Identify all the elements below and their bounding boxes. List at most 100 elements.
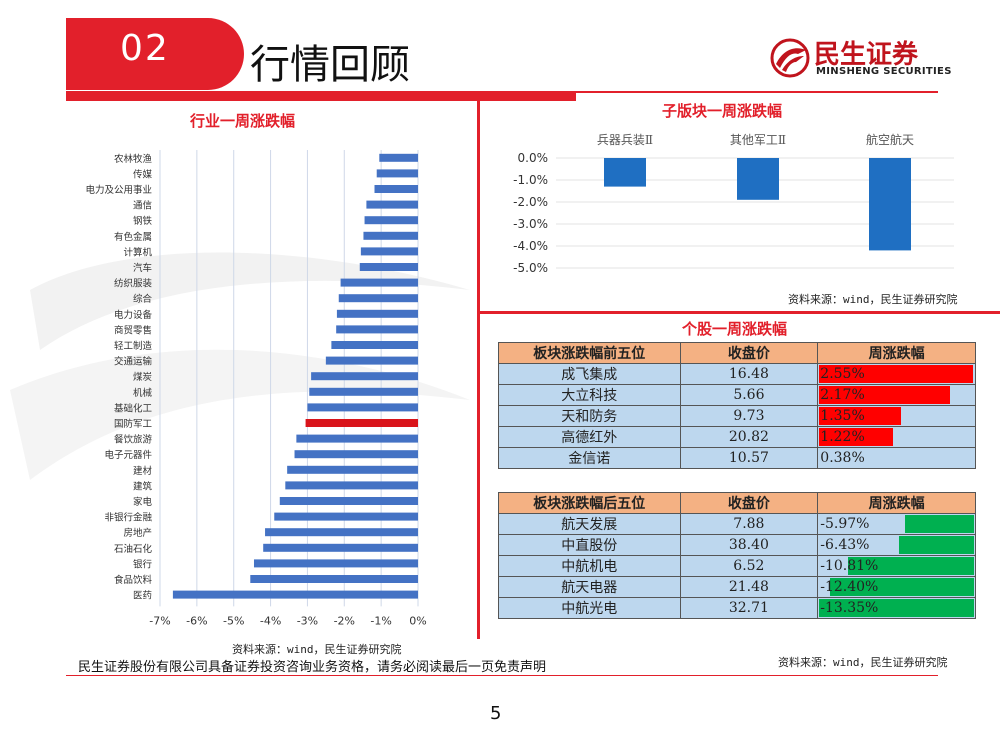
bar-汽车 <box>359 263 418 271</box>
subsector-source: 资料来源：wind，民生证券研究院 <box>788 293 958 306</box>
change-bar <box>819 428 893 446</box>
page-number: 5 <box>490 703 502 724</box>
stock-name: 成飞集成 <box>498 363 681 385</box>
change-bar <box>819 599 974 617</box>
change-text: 1.35% <box>820 408 865 424</box>
horizontal-divider <box>477 311 1000 314</box>
header-sector-top: 板块涨跌幅前五位 <box>498 342 681 364</box>
table-row: 天和防务 9.73 1.35% <box>498 405 976 427</box>
x-tick-label: -5% <box>223 614 244 627</box>
bar-家电 <box>279 497 418 505</box>
table-row: 中航机电 6.52 -10.81% <box>498 555 976 577</box>
weekly-change: -6.43% <box>817 534 976 556</box>
bar-轻工制造 <box>331 341 418 349</box>
category-label: 轻工制造 <box>114 340 153 352</box>
change-text: -6.43% <box>820 537 870 553</box>
x-tick-label: -2% <box>334 614 355 627</box>
stock-name: 中直股份 <box>498 534 681 556</box>
close-price: 6.52 <box>679 555 819 577</box>
change-bar <box>899 536 974 554</box>
bar-石油石化 <box>263 543 418 552</box>
stock-section-title: 个股一周涨跌幅 <box>682 320 788 338</box>
top5-table: 板块涨跌幅前五位 收盘价 周涨跌幅 成飞集成 16.48 2.55% 大立科技 5.66… <box>498 342 976 469</box>
weekly-change: 2.17% <box>817 384 976 406</box>
close-price: 5.66 <box>679 384 819 406</box>
change-text: 0.38% <box>820 450 865 466</box>
change-bar <box>830 578 974 596</box>
category-label: 医药 <box>133 591 152 602</box>
category-label: 电力设备 <box>114 309 153 321</box>
category-label: 航空航天 <box>866 132 914 147</box>
bar-交通运输 <box>325 356 418 365</box>
section-number: 02 <box>120 28 170 69</box>
disclaimer: 民生证券股份有限公司具备证券投资咨询业务资格，请务必阅读最后一页免责声明 <box>78 660 547 675</box>
header-close: 收盘价 <box>679 342 819 364</box>
header-rule-thin <box>576 91 938 93</box>
bar-计算机 <box>360 247 418 256</box>
change-bar <box>819 386 951 404</box>
y-tick-label: -1.0% <box>513 173 548 187</box>
bar-航空航天 <box>869 158 911 251</box>
bar-银行 <box>253 559 418 568</box>
category-label: 商贸零售 <box>114 324 152 336</box>
footer-rule <box>66 675 938 676</box>
y-tick-label: -3.0% <box>513 217 548 231</box>
change-text: 1.22% <box>820 429 865 445</box>
table-row: 中直股份 38.40 -6.43% <box>498 534 976 556</box>
category-label: 电子元器件 <box>104 449 152 461</box>
vertical-divider <box>477 101 480 639</box>
close-price: 9.73 <box>679 405 819 427</box>
section-title: 行情回顾 <box>250 42 410 88</box>
table-row: 中航光电 32.71 -13.35% <box>498 597 976 619</box>
bar-综合 <box>338 294 418 303</box>
bar-兵器兵装Ⅱ <box>604 158 646 187</box>
category-label: 纺织服装 <box>114 278 153 290</box>
bar-餐饮旅游 <box>296 434 418 443</box>
category-label: 餐饮旅游 <box>114 434 153 446</box>
bottom5-table: 板块涨跌幅后五位 收盘价 周涨跌幅 航天发展 7.88 -5.97% 中直股份 38.4… <box>498 492 976 619</box>
watermark-swoosh <box>10 252 470 480</box>
bar-电子元器件 <box>294 450 418 459</box>
category-label: 汽车 <box>133 262 152 274</box>
table-row: 成飞集成 16.48 2.55% <box>498 363 976 385</box>
weekly-change: 1.35% <box>817 405 976 427</box>
industry-chart-title: 行业一周涨跌幅 <box>190 112 296 130</box>
stock-name: 中航光电 <box>498 597 681 619</box>
y-tick-label: -4.0% <box>513 239 548 253</box>
category-label: 非银行金融 <box>104 512 152 524</box>
header-sector-bottom: 板块涨跌幅后五位 <box>498 492 681 514</box>
bar-机械 <box>309 387 418 396</box>
change-text: -10.81% <box>820 558 879 574</box>
bar-医药 <box>172 590 418 599</box>
change-bar <box>904 515 974 533</box>
weekly-change: -10.81% <box>817 555 976 577</box>
header-rule <box>66 91 576 101</box>
category-label: 家电 <box>133 496 153 508</box>
weekly-change: -12.40% <box>817 576 976 598</box>
weekly-change: -13.35% <box>817 597 976 619</box>
change-bar <box>819 407 901 425</box>
bar-通信 <box>366 200 418 209</box>
y-tick-label: -5.0% <box>513 261 548 275</box>
category-label: 农林牧渔 <box>114 153 153 165</box>
bar-煤炭 <box>311 372 418 381</box>
weekly-change: 1.22% <box>817 426 976 448</box>
bar-钢铁 <box>364 216 418 225</box>
bar-建材 <box>287 465 418 474</box>
x-tick-label: 0% <box>409 614 426 627</box>
category-label: 综合 <box>133 293 153 305</box>
header-change: 周涨跌幅 <box>817 492 976 514</box>
category-label: 银行 <box>133 558 153 570</box>
weekly-change: 0.38% <box>817 447 976 469</box>
header-close: 收盘价 <box>679 492 819 514</box>
change-text: -12.40% <box>820 579 879 595</box>
category-label: 房地产 <box>123 527 152 539</box>
category-label: 交通运输 <box>114 356 153 368</box>
change-bar <box>819 365 973 383</box>
close-price: 7.88 <box>679 513 819 535</box>
bar-电力设备 <box>336 309 418 318</box>
table-header-row: 板块涨跌幅后五位 收盘价 周涨跌幅 <box>498 492 976 514</box>
stock-name: 高德红外 <box>498 426 681 448</box>
stock-name: 金信诺 <box>498 447 681 469</box>
category-label: 国防军工 <box>114 418 153 430</box>
